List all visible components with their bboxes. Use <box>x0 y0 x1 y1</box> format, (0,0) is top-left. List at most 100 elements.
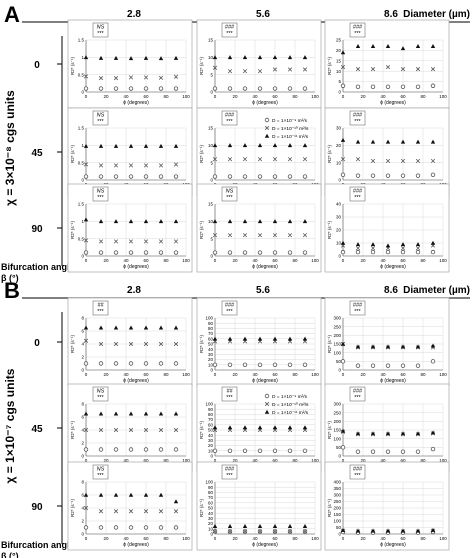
data-point-triangle <box>158 325 164 330</box>
y-tick-label: 0 <box>338 178 341 183</box>
x-tick-label: 60 <box>400 372 406 377</box>
data-point-cross <box>143 427 149 433</box>
x-tick-label: 0 <box>214 94 217 99</box>
data-point-triangle <box>242 336 248 341</box>
x-tick-label: 20 <box>360 536 366 541</box>
data-point-circle <box>272 86 278 91</box>
data-point-triangle <box>227 143 233 148</box>
data-point-circle <box>355 249 361 255</box>
subplot-frame <box>67 19 193 109</box>
x-tick-label: 40 <box>252 258 258 263</box>
data-point-cross <box>113 509 119 514</box>
angle-tick-label: 90 <box>31 224 43 235</box>
data-point-cross <box>355 67 361 72</box>
data-point-cross <box>355 246 361 251</box>
x-tick-label: 40 <box>123 536 129 541</box>
x-tick-label: 0 <box>85 458 88 463</box>
y-tick-label: 20 <box>336 48 342 53</box>
data-point-triangle <box>340 428 346 433</box>
significance-box: ###*** <box>349 22 366 38</box>
data-point-triangle <box>227 524 233 528</box>
data-point-triangle <box>83 55 89 60</box>
data-point-triangle <box>287 425 293 430</box>
y-tick-label: 0.5 <box>78 160 85 165</box>
data-point-circle <box>272 448 278 453</box>
significance-box-border <box>349 464 366 480</box>
data-point-circle <box>400 449 406 454</box>
data-point-cross <box>370 158 376 164</box>
data-point-triangle <box>272 336 278 341</box>
y-tick-label: 6 <box>81 493 84 498</box>
data-point-triangle <box>158 492 164 497</box>
data-point-cross <box>173 427 179 433</box>
y-tick-label: 8 <box>81 402 84 407</box>
data-point-cross <box>98 76 104 81</box>
data-point-triangle <box>113 492 119 497</box>
data-point-circle <box>355 84 361 89</box>
x-axis-label: ϕ (degrees) <box>380 264 406 270</box>
data-point-cross <box>158 509 164 514</box>
subplot-A-45-8.6: 0102030020406080100ϕ (degrees)R2* (s⁻¹)#… <box>324 107 450 197</box>
significance-box-border <box>221 386 238 402</box>
data-point-circle <box>98 361 104 366</box>
diameter-label: Diameter (µm) <box>403 9 470 20</box>
x-tick-label: 0 <box>342 94 345 99</box>
data-point-triangle <box>113 411 119 416</box>
data-point-circle <box>83 525 89 530</box>
x-axis-label: ϕ (degrees) <box>252 378 278 384</box>
y-axis-label: R2* (s⁻¹) <box>327 57 332 75</box>
data-point-cross <box>113 239 119 244</box>
data-point-cross <box>264 125 270 131</box>
data-point-triangle <box>143 492 149 497</box>
data-point-circle <box>128 447 134 452</box>
y-tick-label: 8 <box>81 480 84 485</box>
data-point-circle <box>430 249 436 255</box>
x-tick-label: 40 <box>380 258 386 263</box>
data-point-cross <box>227 69 233 74</box>
data-point-circle <box>158 525 164 530</box>
x-tick-label: 100 <box>311 536 319 541</box>
x-tick-label: 0 <box>85 258 88 263</box>
x-tick-label: 20 <box>103 372 109 377</box>
x-tick-label: 40 <box>123 258 129 263</box>
data-point-triangle <box>128 143 134 148</box>
significance-top: NS <box>97 189 105 195</box>
angle-tick-label: 0 <box>34 338 40 349</box>
data-point-cross <box>340 157 346 162</box>
x-tick-label: 60 <box>272 258 278 263</box>
significance-bottom: *** <box>354 473 361 479</box>
significance-bottom: *** <box>97 31 104 37</box>
subplot-A-0-5.6: 0 5 10 15 0 20 40 60 80 100 ϕ (degrees) R2* (s⁻¹) ##… <box>196 19 322 109</box>
data-point-triangle <box>128 219 134 224</box>
data-point-cross <box>385 64 391 70</box>
data-point-triangle <box>227 425 233 430</box>
data-point-triangle <box>158 411 164 416</box>
x-tick-label: 20 <box>232 94 238 99</box>
x-axis-label: ϕ (degrees) <box>380 100 406 106</box>
y-tick-label: 4 <box>81 342 84 347</box>
data-point-cross <box>227 233 233 238</box>
y-tick-label: 40 <box>208 433 214 438</box>
x-tick-label: 20 <box>232 258 238 263</box>
significance-box: ###*** <box>349 464 366 480</box>
data-point-circle <box>158 250 164 255</box>
data-point-triangle <box>430 240 436 245</box>
data-point-circle <box>143 86 149 91</box>
data-point-cross <box>430 158 436 164</box>
data-point-circle <box>430 446 436 452</box>
data-point-cross <box>143 75 149 80</box>
x-tick-label: 60 <box>272 536 278 541</box>
x-tick-label: 100 <box>311 372 319 377</box>
data-point-circle <box>113 447 119 452</box>
significance-box: NS*** <box>92 386 109 402</box>
significance-top: ## <box>226 389 233 395</box>
data-point-triangle <box>173 499 179 504</box>
data-point-triangle <box>385 431 391 436</box>
data-point-cross <box>173 341 179 347</box>
subplot-frame <box>324 297 450 387</box>
y-tick-label: 5 <box>210 72 213 77</box>
significance-box: ###*** <box>221 300 238 316</box>
data-point-circle <box>400 84 406 89</box>
data-point-circle <box>212 250 218 255</box>
y-tick-label: 0 <box>81 454 84 459</box>
